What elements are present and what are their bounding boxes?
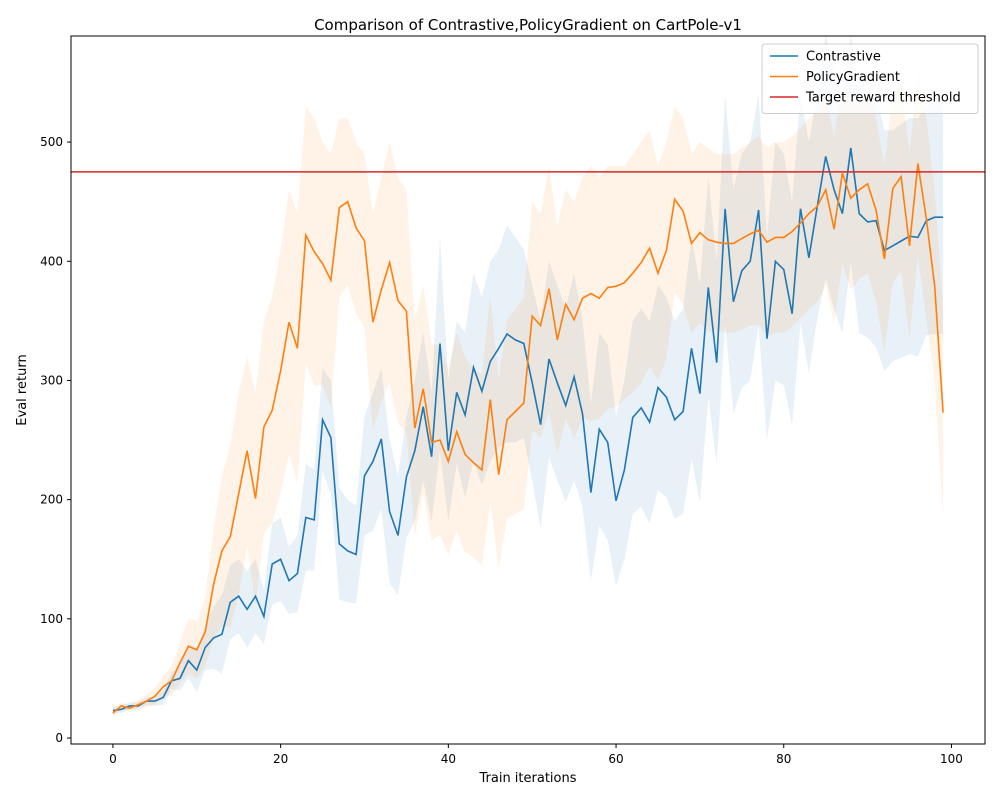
legend-label: Contrastive xyxy=(806,50,881,65)
series-lines xyxy=(112,147,944,714)
plot-frame xyxy=(70,35,986,745)
y-tick-label: 300 xyxy=(40,373,63,387)
y-tick-label: 400 xyxy=(40,254,63,268)
y-tick-label: 100 xyxy=(40,612,63,626)
x-tick-label: 40 xyxy=(441,752,456,766)
x-tick-label: 100 xyxy=(940,752,963,766)
x-axis-label: Train iterations xyxy=(478,771,576,786)
chart-title: Comparison of Contrastive,PolicyGradient… xyxy=(314,16,742,34)
legend-label: PolicyGradient xyxy=(806,70,900,85)
y-axis-label: Eval return xyxy=(15,354,30,425)
legend: Contrastive PolicyGradient Target reward t… xyxy=(761,43,979,114)
y-tick-label: 500 xyxy=(40,135,63,149)
line-policygradient xyxy=(112,163,944,714)
legend-box xyxy=(761,43,979,114)
confidence-bands xyxy=(112,34,944,717)
x-tick-label: 80 xyxy=(776,752,791,766)
y-tick-label: 200 xyxy=(40,493,63,507)
legend-label: Target reward threshold xyxy=(805,91,961,106)
x-tick-label: 60 xyxy=(608,752,623,766)
y-tick-label: 0 xyxy=(55,731,63,745)
x-tick-label: 20 xyxy=(273,752,288,766)
x-axis-ticks: 0 20 40 60 80 100 xyxy=(109,744,963,766)
band-contrastive xyxy=(112,34,944,715)
y-axis-ticks: 0 100 200 300 400 500 xyxy=(40,135,71,745)
x-tick-label: 0 xyxy=(109,752,117,766)
band-policygradient xyxy=(112,70,944,717)
